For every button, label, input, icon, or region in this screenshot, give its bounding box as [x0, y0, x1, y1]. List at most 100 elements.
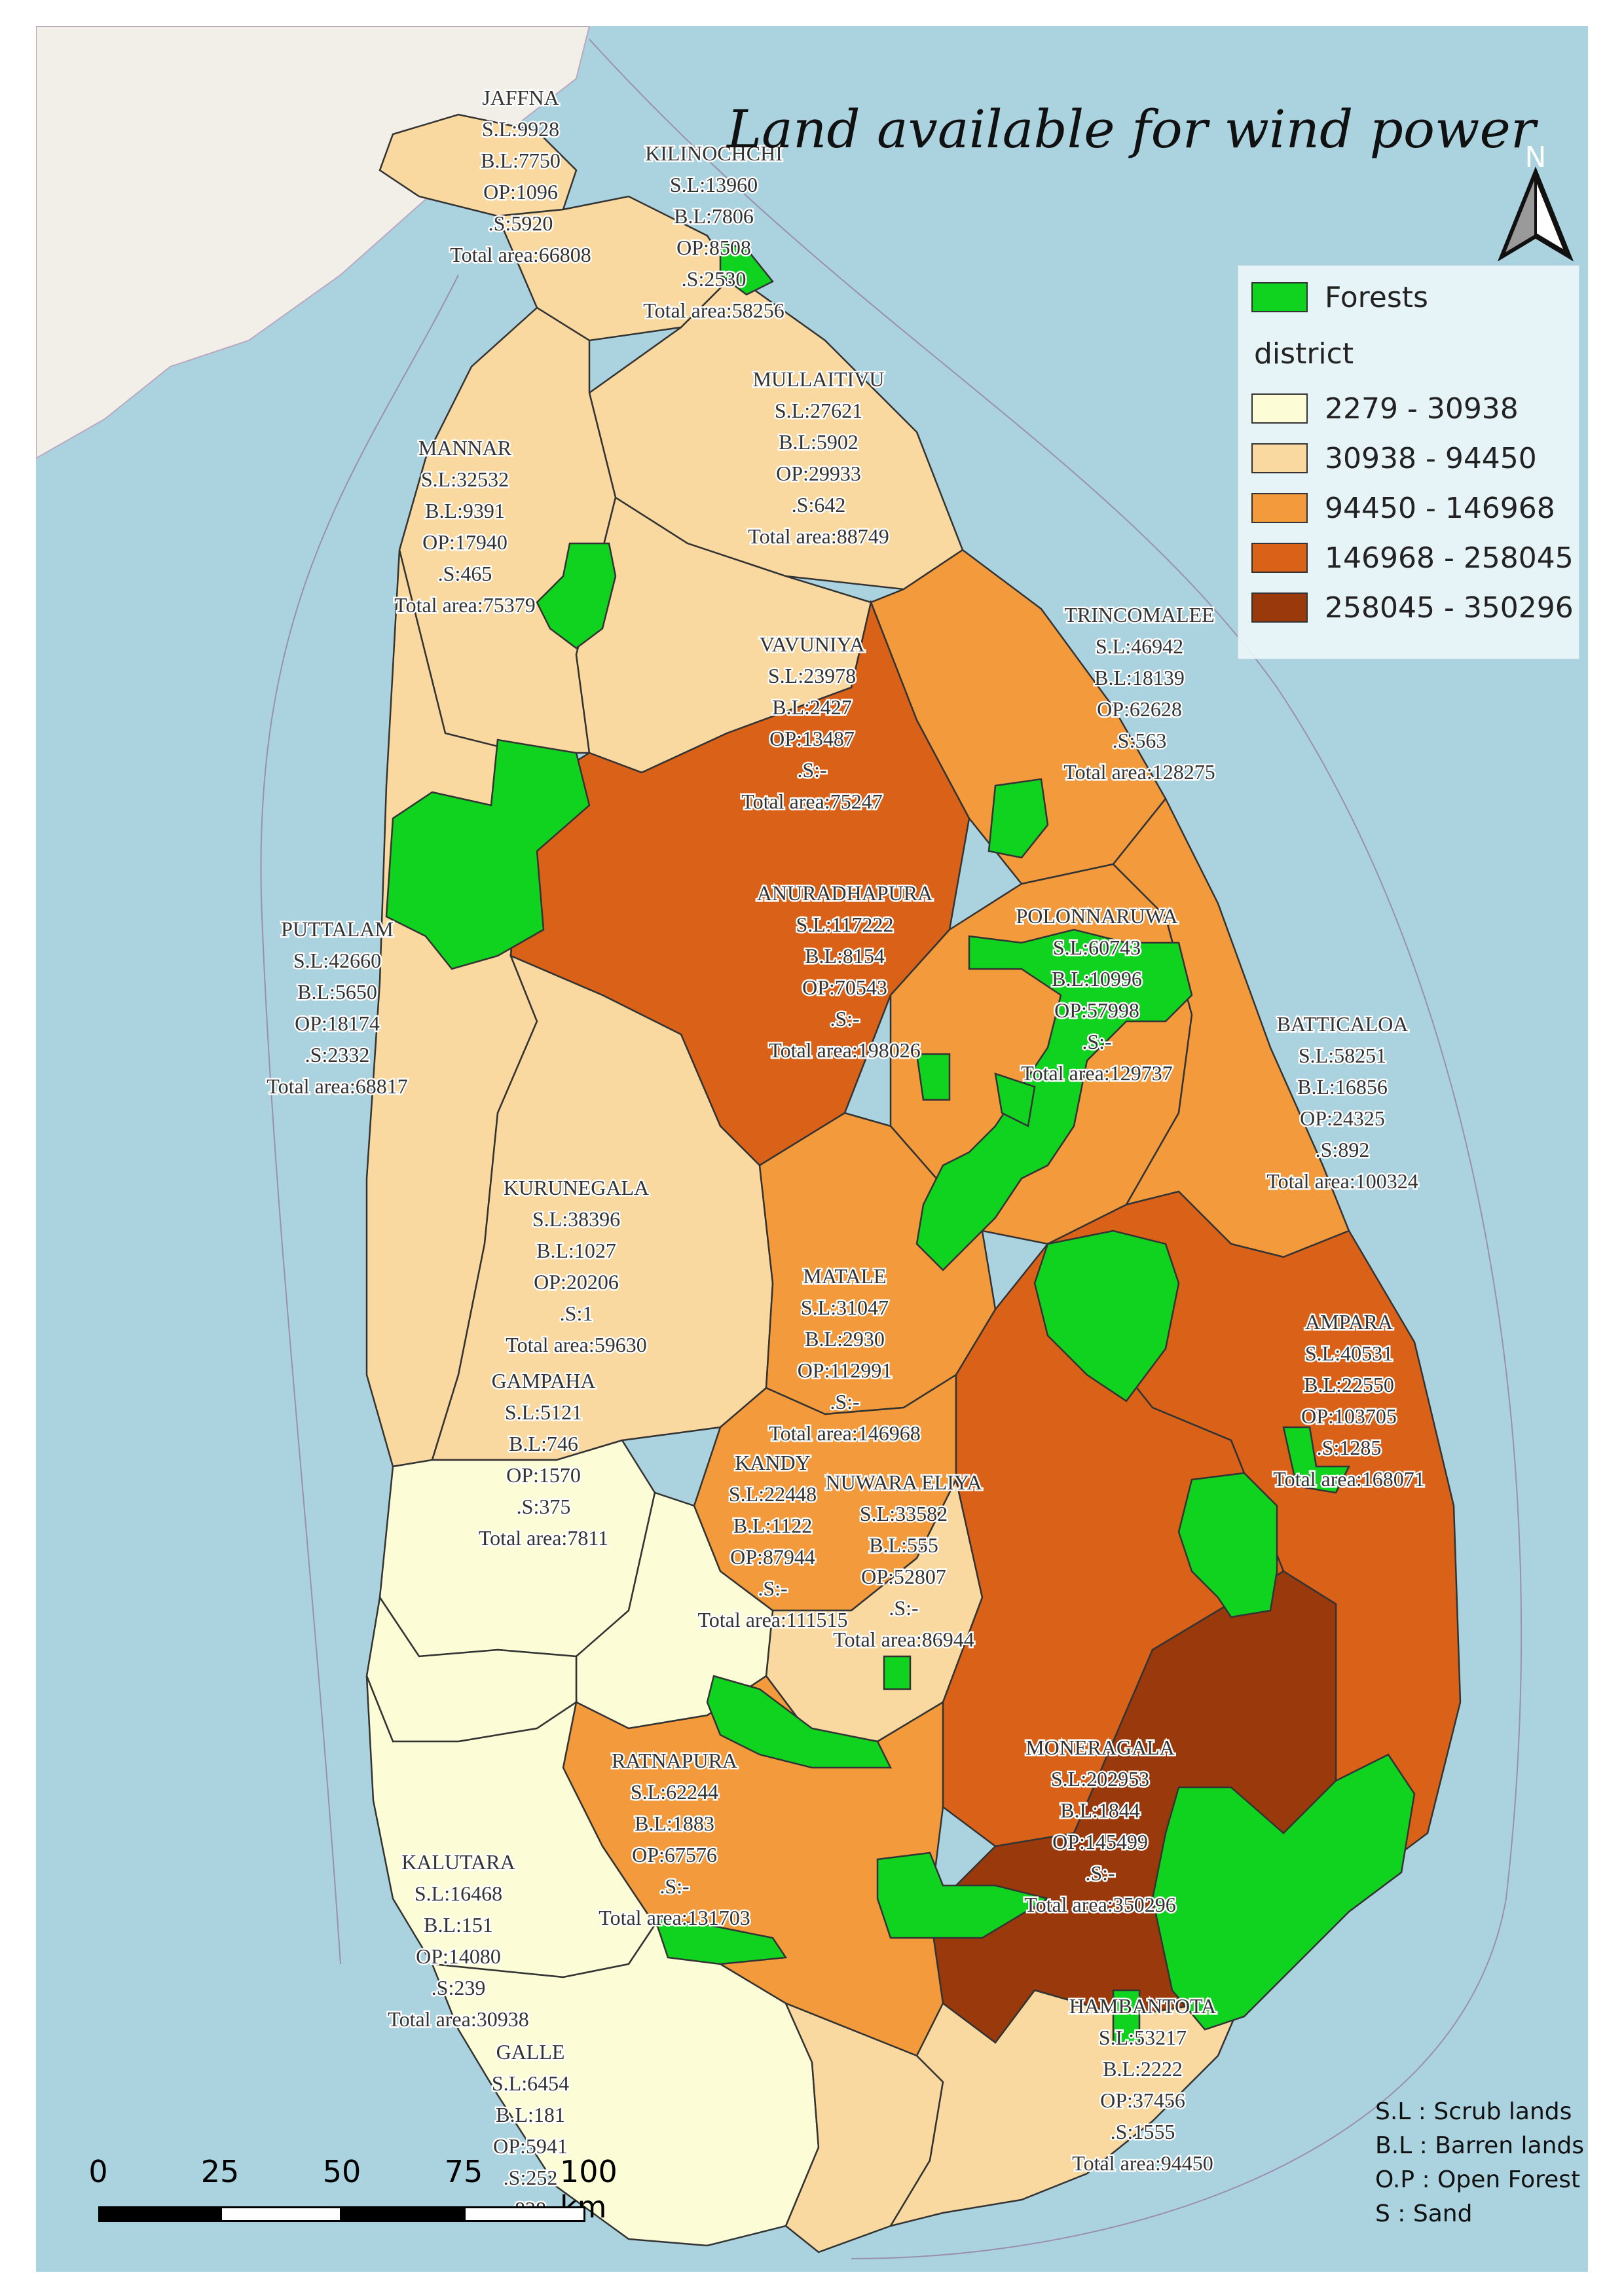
district-name: BATTICALOA: [1277, 1012, 1409, 1036]
district-stat: OP:52807: [861, 1565, 946, 1588]
legend-class-row: 2279 - 30938: [1251, 392, 1519, 426]
district-stat: Total area:350296: [1024, 1893, 1175, 1916]
forest-patch: [915, 1053, 951, 1101]
scale-bar: 0 25 50 75 100 km: [88, 2154, 688, 2246]
district-name: VAVUNIYA: [760, 632, 865, 656]
legend-class-row: 146968 - 258045: [1251, 541, 1574, 575]
forest-patch: [1151, 1753, 1416, 2031]
forest-patch: [385, 738, 591, 970]
district-stat: B.L:181: [496, 2103, 565, 2126]
district-stat: S.L:32532: [421, 467, 509, 491]
district-stat: Total area:68817: [267, 1074, 407, 1098]
forest-patch: [706, 1675, 893, 1769]
district-stat: .S:375: [517, 1495, 571, 1518]
district-stat: OP:13487: [769, 727, 855, 750]
district-stat: .S:239: [432, 1976, 486, 1999]
forest-patch: [1112, 1989, 1141, 2044]
district-stat: OP:103705: [1301, 1404, 1397, 1428]
district-stat: Total area:129737: [1021, 1061, 1172, 1085]
district-stat: B.L:1844: [1060, 1798, 1140, 1822]
forest-patch: [719, 241, 774, 296]
district-stat: B.L:1122: [733, 1514, 813, 1537]
district-stat: B.L:5650: [297, 980, 377, 1004]
district-stat: S.L:9928: [482, 117, 559, 141]
district-stat: B.L:5902: [779, 430, 858, 454]
forest-patch: [1177, 1472, 1278, 1618]
district-name: KILINOCHCHI: [645, 141, 783, 165]
legend-class-row: 94450 - 146968: [1251, 491, 1555, 525]
district-stat: OP:70543: [802, 975, 887, 999]
district-name: NUWARA ELIYA: [825, 1470, 982, 1494]
district-stat: Total area:58256: [643, 299, 784, 322]
district-stat: S.L:60743: [1053, 936, 1141, 959]
district-stat: Total area:168071: [1273, 1467, 1424, 1491]
scale-label: 50: [322, 2154, 361, 2189]
legend-group-title: district: [1254, 337, 1354, 371]
district-label: RATNAPURA S.L:62244 B.L:1883 OP:67576 .S:- To…: [597, 1747, 752, 1931]
shelf-line: [589, 39, 1522, 2259]
district-stat: .S:563: [1113, 729, 1167, 752]
legend-class-swatch: [1251, 543, 1308, 573]
district-stat: B.L:8154: [805, 944, 885, 968]
district-label: GAMPAHA S.L:5121 B.L:746 OP:1570 .S:375 Total…: [477, 1368, 610, 1552]
district-stat: OP:20206: [534, 1270, 619, 1294]
district-stat: .S:5920: [489, 211, 553, 235]
district-stat: Total area:7811: [479, 1526, 608, 1550]
district-stat: OP:24325: [1300, 1106, 1385, 1130]
district-label: VAVUNIYA S.L:23978 B.L:2427 OP:13487 .S:- Tot…: [740, 631, 884, 815]
forest-polygons: [385, 241, 1416, 2044]
forest-patch: [1282, 1426, 1351, 1494]
district-stat: S.L:27621: [775, 399, 862, 422]
abbreviation-item: S : Sand: [1375, 2200, 1473, 2227]
district-stat: Total area:94450: [1072, 2151, 1213, 2175]
district-stat: S.L:40531: [1305, 1341, 1393, 1365]
district-stat: .S:2530: [682, 267, 747, 291]
district-name: GAMPAHA: [492, 1369, 596, 1393]
district-stat: OP:145499: [1052, 1830, 1148, 1853]
district-name: JAFFNA: [482, 86, 559, 109]
legend-group-title-row: district: [1254, 337, 1354, 371]
legend-forest-swatch: [1251, 282, 1308, 312]
forest-patch: [994, 1072, 1036, 1127]
district-stat: Total area:75379: [394, 593, 535, 617]
district-label: AMPARA S.L:40531 B.L:22550 OP:103705 .S:1285…: [1272, 1309, 1426, 1493]
district-stat: S.L:13960: [670, 173, 758, 196]
district-stat: S.L:33582: [860, 1502, 948, 1525]
district-stat: B.L:10996: [1052, 967, 1142, 991]
district-stat: B.L:7750: [481, 149, 561, 172]
legend-class-label: 146968 - 258045: [1325, 541, 1574, 575]
north-arrow: N: [1497, 141, 1574, 262]
legend-class-row: 258045 - 350296: [1251, 591, 1574, 625]
district-stat: .S:892: [1316, 1138, 1370, 1161]
abbreviation-item: B.L : Barren lands: [1375, 2132, 1585, 2159]
district-name: ANURADHAPURA: [757, 881, 932, 905]
district-stat: OP:1096: [483, 180, 558, 204]
scale-label: 75: [444, 2154, 483, 2189]
district-label: MANNAR S.L:32532 B.L:9391 OP:17940 .S:465 Tot…: [393, 435, 537, 619]
district-stat: S.L:31047: [801, 1296, 889, 1319]
district-stat: B.L:16856: [1297, 1075, 1388, 1099]
district-label: NUWARA ELIYA S.L:33582 B.L:555 OP:52807 .S:-…: [824, 1469, 984, 1653]
district-stat: Total area:75247: [741, 790, 882, 813]
forest-patch: [987, 778, 1049, 859]
legend-class-label: 30938 - 94450: [1325, 441, 1537, 475]
district-stat: OP:5941: [493, 2134, 568, 2158]
district-stat: OP:62628: [1097, 697, 1182, 721]
district-stat: OP:14080: [416, 1944, 501, 1968]
district-stat: OP:67576: [632, 1843, 717, 1867]
map-frame: JAFFNA S.L:9928 B.L:7750 OP:1096 .S:5920 Tota…: [36, 26, 1588, 2272]
district-stat: S.L:23978: [768, 664, 856, 687]
district-label: KURUNEGALA S.L:38396 B.L:1027 OP:20206 .S:1 T…: [502, 1175, 650, 1358]
legend-class-label: 258045 - 350296: [1325, 591, 1574, 625]
district-stat: B.L:151: [424, 1913, 493, 1937]
district-stat: OP:17940: [422, 530, 507, 554]
district-stat: Total area:198026: [769, 1038, 920, 1062]
district-stat: .S:-: [1085, 1861, 1115, 1885]
district-stat: B.L:1027: [536, 1239, 616, 1262]
district-stat: S.L:53217: [1099, 2026, 1187, 2049]
district-stat: B.L:18139: [1094, 666, 1185, 689]
district-stat: .S:-: [758, 1576, 787, 1600]
forest-patch: [1033, 1230, 1180, 1402]
forest-patch: [654, 1917, 788, 1965]
